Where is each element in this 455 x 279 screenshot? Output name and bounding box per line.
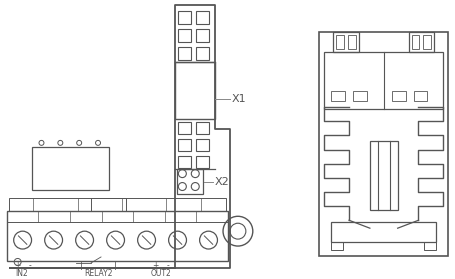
Bar xyxy=(196,47,209,59)
Bar xyxy=(347,35,355,49)
Bar xyxy=(196,11,209,24)
Bar xyxy=(91,198,126,211)
Bar xyxy=(369,141,397,210)
Bar xyxy=(352,91,366,101)
Bar xyxy=(330,242,342,250)
Bar xyxy=(391,91,404,101)
Bar xyxy=(196,122,209,134)
Bar xyxy=(196,29,209,42)
Text: -: - xyxy=(167,261,169,270)
Bar xyxy=(178,29,191,42)
Text: IN2: IN2 xyxy=(15,269,28,278)
Bar xyxy=(178,47,191,59)
Bar xyxy=(413,91,426,101)
Bar xyxy=(31,147,109,191)
Text: X2: X2 xyxy=(215,177,229,187)
Bar xyxy=(178,122,191,134)
Bar xyxy=(196,156,209,168)
Bar xyxy=(177,169,203,194)
Text: +: + xyxy=(15,261,21,270)
Bar xyxy=(333,32,358,52)
Text: X1: X1 xyxy=(232,94,246,104)
Bar xyxy=(411,35,419,49)
Text: |: | xyxy=(80,261,82,270)
Bar xyxy=(9,198,226,211)
Text: -: - xyxy=(28,261,31,270)
Bar xyxy=(7,211,227,222)
Bar xyxy=(330,91,344,101)
Bar xyxy=(408,32,434,52)
Bar xyxy=(7,211,227,261)
Bar xyxy=(178,139,191,151)
Text: |: | xyxy=(114,261,117,270)
Bar xyxy=(175,61,215,119)
Bar xyxy=(424,242,435,250)
Bar xyxy=(178,156,191,168)
Bar xyxy=(178,11,191,24)
Text: RELAY2: RELAY2 xyxy=(84,269,112,278)
Bar xyxy=(423,35,430,49)
Text: +: + xyxy=(152,261,158,270)
Bar xyxy=(318,32,447,256)
Bar xyxy=(335,35,344,49)
Bar xyxy=(324,52,442,109)
Bar xyxy=(196,139,209,151)
Text: OUT2: OUT2 xyxy=(150,269,171,278)
Bar xyxy=(330,222,435,242)
